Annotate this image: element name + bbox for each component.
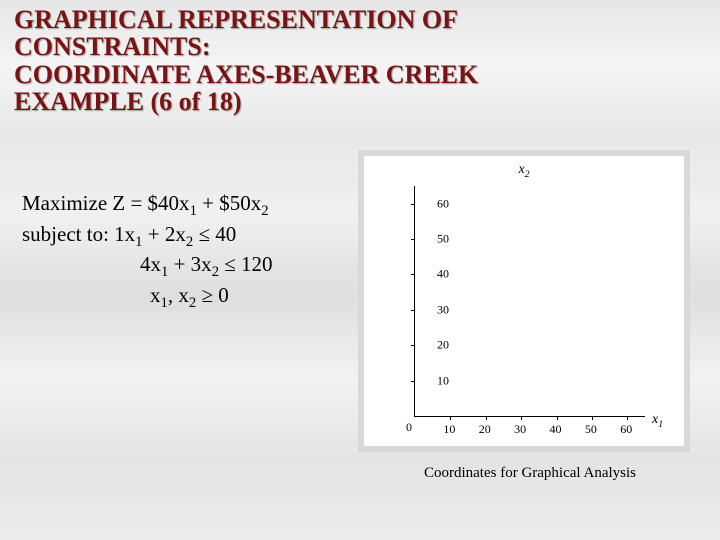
x-tick-label: 50 xyxy=(585,422,597,437)
x-tick-mark xyxy=(627,416,628,420)
y-tick-label: 10 xyxy=(437,373,449,388)
y-tick-mark xyxy=(411,310,415,311)
title-line-3: COORDINATE AXES-BEAVER CREEK xyxy=(14,60,478,89)
title-line-1: GRAPHICAL REPRESENTATION OF xyxy=(14,5,458,34)
y-axis-label: x2 xyxy=(518,162,529,180)
x-tick-mark xyxy=(450,416,451,420)
y-tick-label: 60 xyxy=(437,196,449,211)
chart-caption: Coordinates for Graphical Analysis xyxy=(370,465,690,482)
x-tick-label: 60 xyxy=(620,422,632,437)
title-line-2: CONSTRAINTS: xyxy=(14,32,211,61)
x-tick-label: 20 xyxy=(479,422,491,437)
chart-frame: x2 x1 0 60 50 40 30 20 10 10 20 30 40 50 60 xyxy=(358,150,690,452)
y-tick-label: 30 xyxy=(437,302,449,317)
x-tick-label: 10 xyxy=(443,422,455,437)
y-tick-label: 40 xyxy=(437,267,449,282)
objective-line: Maximize Z = $40x1 + $50x2 xyxy=(22,190,362,221)
y-tick-mark xyxy=(411,345,415,346)
x-tick-label: 40 xyxy=(550,422,562,437)
x-tick-mark xyxy=(592,416,593,420)
lp-formulation: Maximize Z = $40x1 + $50x2 subject to: 1… xyxy=(22,190,362,312)
y-tick-label: 50 xyxy=(437,232,449,247)
y-tick-mark xyxy=(411,274,415,275)
constraint-1-line: subject to: 1x1 + 2x2 ≤ 40 xyxy=(22,221,362,252)
x-tick-mark xyxy=(557,416,558,420)
constraint-2-line: 4x1 + 3x2 ≤ 120 xyxy=(22,251,362,282)
y-tick-mark xyxy=(411,381,415,382)
x-axis-label: x1 xyxy=(652,412,663,430)
x-tick-mark xyxy=(486,416,487,420)
y-tick-mark xyxy=(411,239,415,240)
x-tick-mark xyxy=(521,416,522,420)
y-tick-mark xyxy=(411,204,415,205)
y-tick-label: 20 xyxy=(437,338,449,353)
x-tick-label: 30 xyxy=(514,422,526,437)
coordinate-chart: x2 x1 0 60 50 40 30 20 10 10 20 30 40 50 60 xyxy=(364,156,684,446)
nonneg-line: x1, x2 ≥ 0 xyxy=(22,282,362,313)
origin-label: 0 xyxy=(406,420,412,435)
slide-title: GRAPHICAL REPRESENTATION OF CONSTRAINTS:… xyxy=(14,6,694,115)
title-line-4: EXAMPLE (6 of 18) xyxy=(14,87,241,116)
